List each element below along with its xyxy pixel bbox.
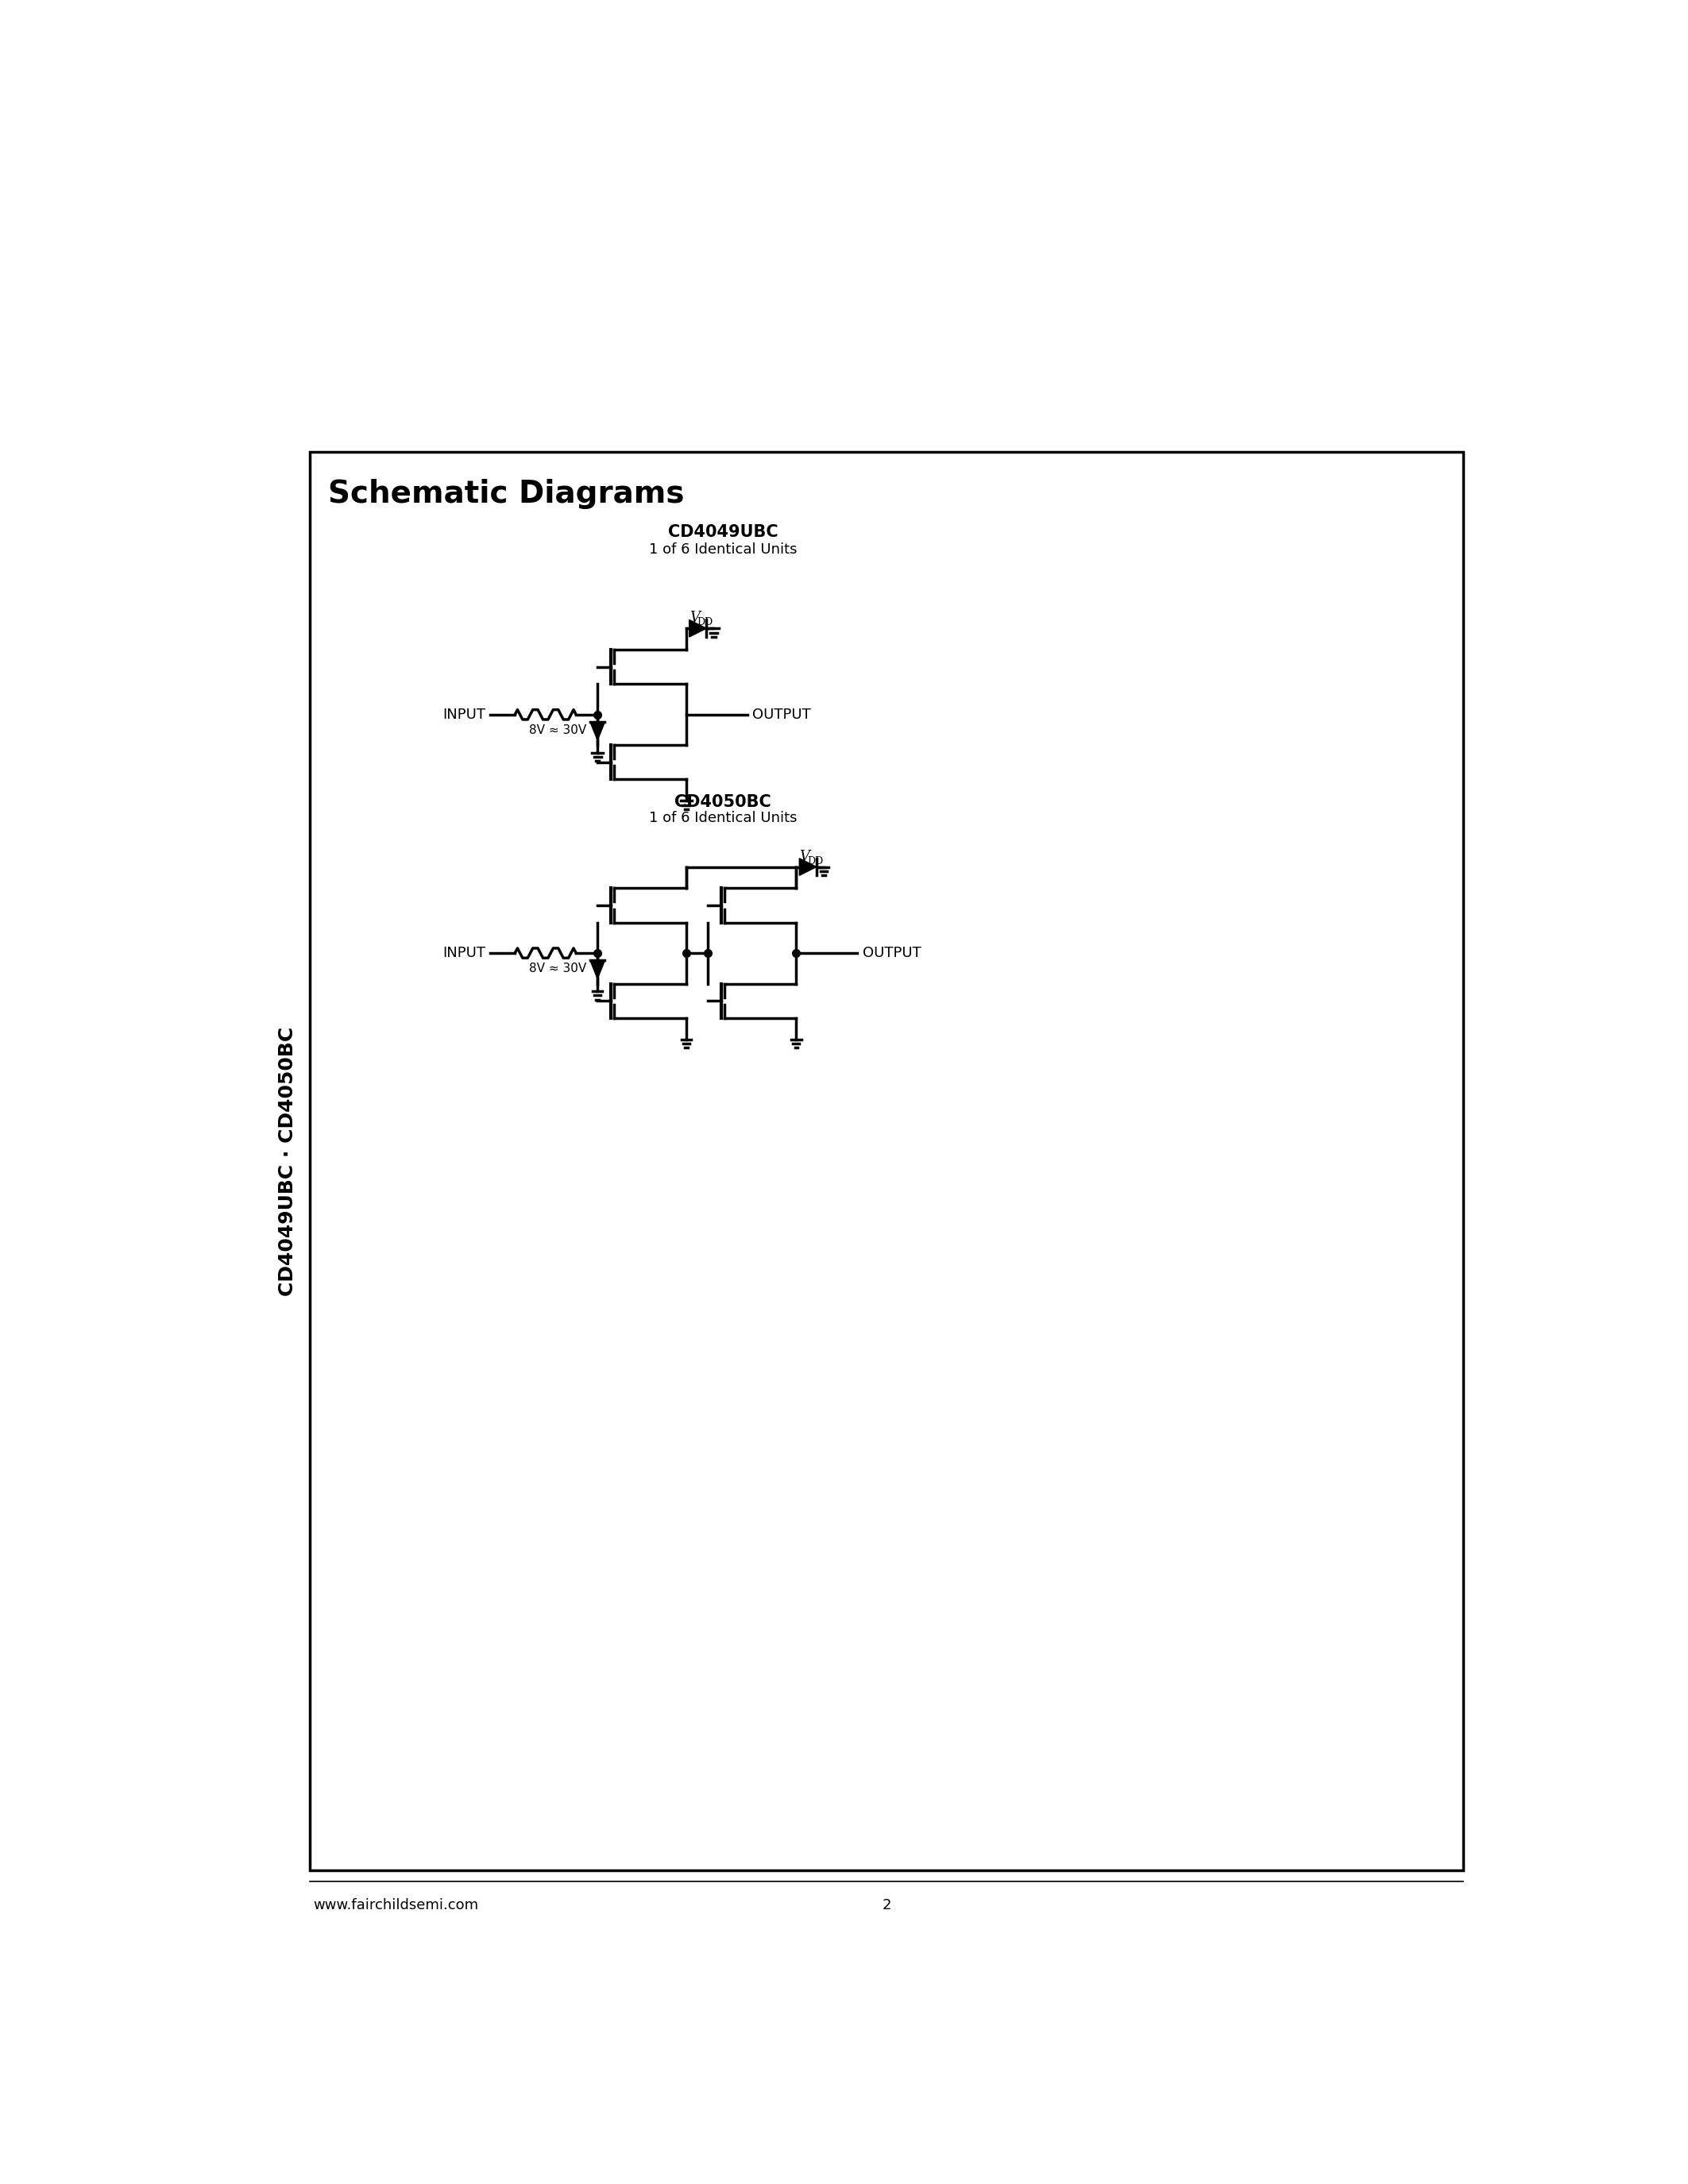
Text: DD: DD [697,618,714,627]
Text: www.fairchildsemi.com: www.fairchildsemi.com [312,1898,478,1913]
Text: 8V ≈ 30V: 8V ≈ 30V [528,963,586,974]
Text: 2: 2 [881,1898,891,1913]
Text: OUTPUT: OUTPUT [863,946,922,961]
Text: INPUT: INPUT [442,946,486,961]
Polygon shape [591,961,604,978]
Text: V: V [800,850,810,865]
Text: 1 of 6 Identical Units: 1 of 6 Identical Units [648,810,797,826]
Text: OUTPUT: OUTPUT [753,708,810,721]
Text: CD4050BC: CD4050BC [675,795,771,810]
Text: DD: DD [807,856,824,867]
Polygon shape [689,620,706,638]
Text: Schematic Diagrams: Schematic Diagrams [329,478,685,509]
Text: V: V [689,612,699,625]
Text: CD4049UBC · CD4050BC: CD4049UBC · CD4050BC [279,1026,297,1295]
Text: CD4049UBC: CD4049UBC [668,524,778,539]
Polygon shape [591,723,604,740]
Text: INPUT: INPUT [442,708,486,721]
Text: 1 of 6 Identical Units: 1 of 6 Identical Units [648,542,797,557]
Bar [311,452,1463,1870]
Polygon shape [800,858,817,876]
Text: 8V ≈ 30V: 8V ≈ 30V [528,723,586,736]
